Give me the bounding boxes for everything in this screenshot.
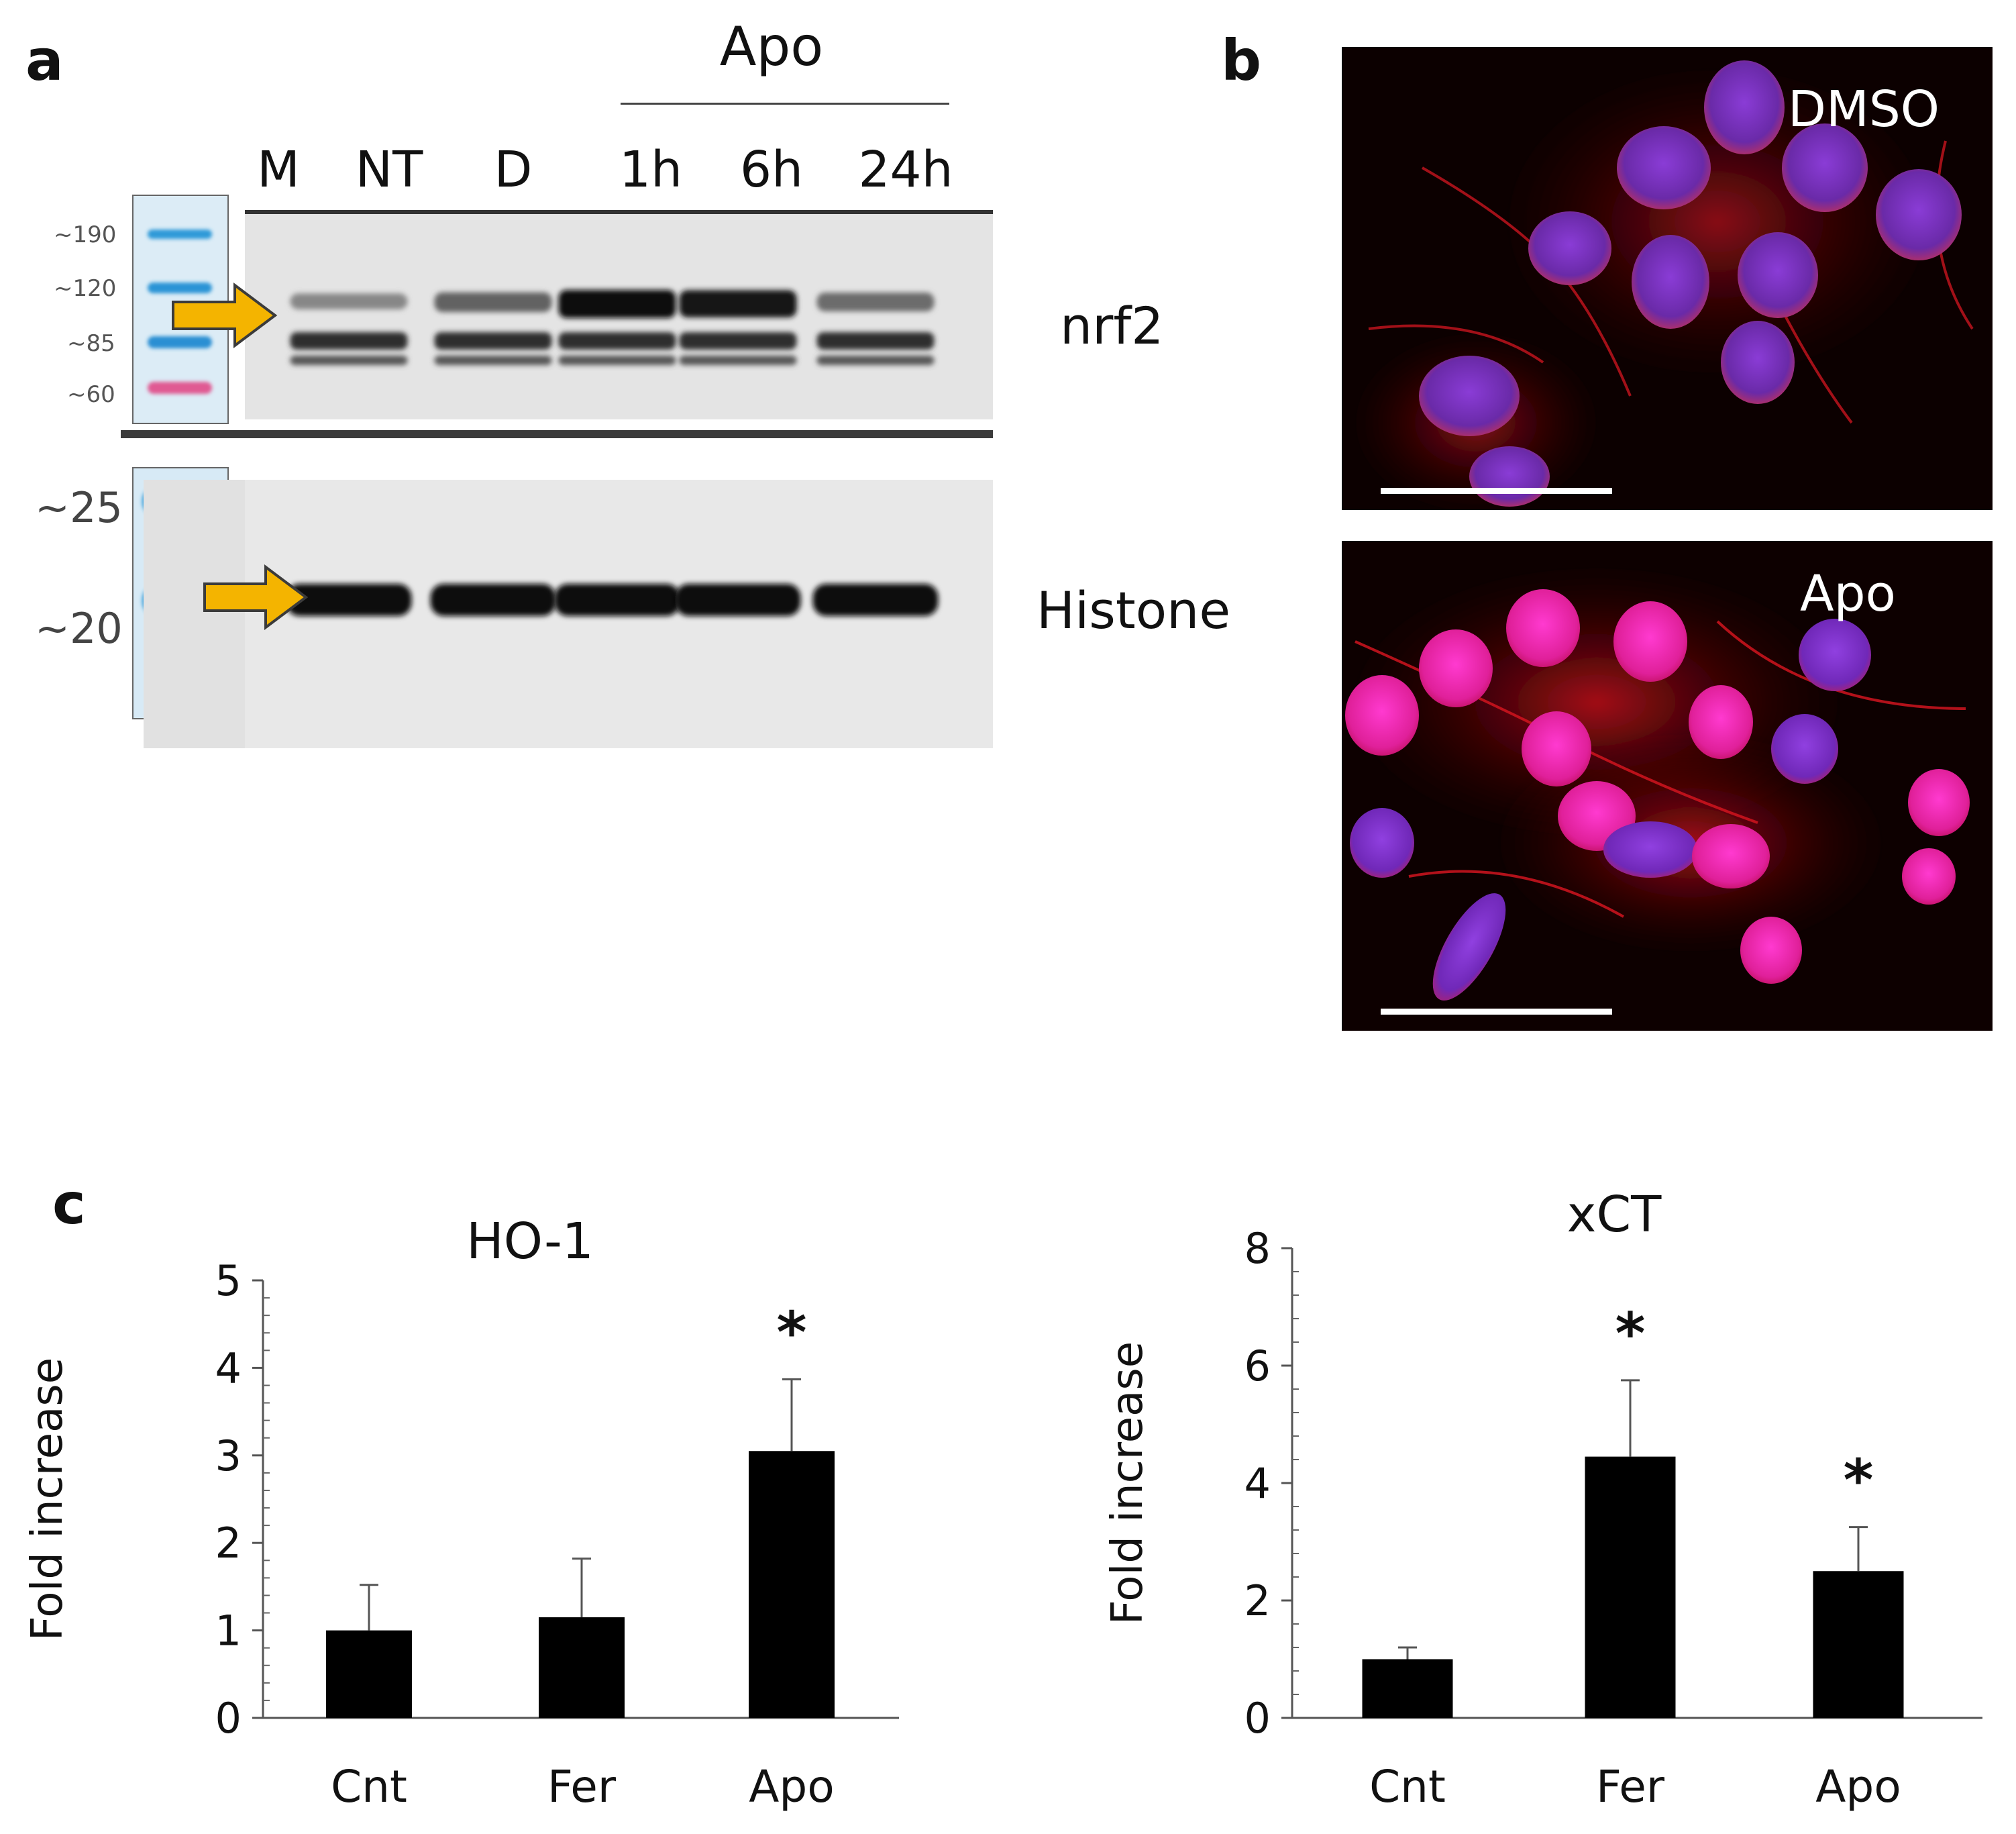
ladder-band-60: [148, 382, 212, 394]
lane-label-m: M: [257, 141, 300, 199]
bar: [1813, 1571, 1904, 1718]
treatment-group-bracket: [621, 103, 949, 105]
category-label: Cnt: [1369, 1761, 1446, 1813]
category-label: Apo: [1815, 1761, 1901, 1813]
significance-marker: *: [1844, 1447, 1874, 1515]
y-tick-label: 3: [215, 1431, 242, 1480]
chart-title: xCT: [1567, 1194, 1662, 1243]
nrf2-lower-band: [434, 332, 552, 350]
y-tick-label: 2: [1244, 1576, 1271, 1625]
nrf2-lower-band-2: [679, 356, 797, 365]
nrf2-bands: [290, 290, 935, 365]
category-label: Fer: [1596, 1761, 1665, 1813]
y-tick-label: 0: [1244, 1694, 1271, 1743]
nrf2-lower-band-2: [434, 356, 552, 365]
marker-label-85: ~85: [67, 330, 115, 357]
lane-label-6h: 6h: [740, 141, 803, 199]
bar: [1585, 1456, 1676, 1718]
chart-title: HO-1: [466, 1213, 594, 1270]
micrograph-dmso: [1342, 47, 1993, 510]
nrf2-lower-band: [816, 332, 935, 350]
bar: [1362, 1659, 1453, 1718]
histone-band: [675, 584, 801, 616]
nrf2-lower-band: [558, 332, 676, 350]
marker-label-20: ~20: [35, 604, 123, 653]
histone-band: [554, 584, 680, 616]
significance-marker: *: [1615, 1301, 1646, 1368]
y-tick-label: 4: [215, 1343, 242, 1392]
nrf2-lower-band: [679, 332, 797, 350]
micrograph-label-apo: Apo: [1800, 565, 1896, 623]
micrograph-label-dmso: DMSO: [1788, 81, 1940, 138]
y-tick-label: 5: [215, 1256, 242, 1305]
western-blot-image: [121, 195, 993, 748]
category-label: Fer: [547, 1761, 617, 1813]
bar: [749, 1451, 835, 1718]
y-axis-label: Fold increase: [23, 1358, 72, 1641]
ho1-chart: HO-1 Fold increase 0 1 2 3 4 5 Cnt Fer * Apo: [0, 1194, 973, 1834]
panel-label-a: a: [25, 28, 64, 93]
histone-arrow-icon: [203, 564, 309, 630]
nrf2-lower-band: [290, 332, 408, 350]
nrf2-lower-band-2: [290, 356, 408, 365]
nrf2-lower-band-2: [816, 356, 935, 365]
lane-label-nt: NT: [355, 141, 423, 199]
y-tick-label: 4: [1244, 1459, 1271, 1508]
scale-bar-apo: [1381, 1009, 1612, 1015]
category-label: Cnt: [331, 1761, 407, 1813]
nrf2-arrow-icon: [172, 283, 278, 348]
lane-label-d: D: [494, 141, 533, 199]
ladder-band-85: [148, 336, 212, 348]
histone-bands: [286, 584, 939, 616]
y-axis-label: Fold increase: [1103, 1341, 1153, 1625]
treatment-group-label: Apo: [719, 15, 824, 78]
nrf2-band: [558, 290, 676, 318]
y-tick-label: 1: [215, 1607, 242, 1655]
y-tick-label: 0: [215, 1694, 242, 1743]
marker-label-60: ~60: [67, 381, 115, 408]
nrf2-band: [290, 293, 408, 309]
nrf2-band: [816, 293, 935, 311]
nrf2-band: [434, 292, 552, 312]
panel-label-b: b: [1221, 28, 1262, 93]
significance-marker: *: [777, 1299, 807, 1366]
ladder-band-190: [148, 230, 212, 239]
histone-band: [430, 584, 556, 616]
y-tick-label: 6: [1244, 1341, 1271, 1390]
nrf2-band: [679, 290, 797, 317]
protein-label-histone: Histone: [1037, 580, 1231, 640]
xct-chart: xCT Fold increase 0 2 4 6 8 Cnt * Fer * Apo: [1040, 1186, 2016, 1834]
bar: [539, 1617, 625, 1718]
nrf2-lower-band-2: [558, 356, 676, 365]
panel-label-c: c: [52, 1171, 86, 1237]
scale-bar-dmso: [1381, 488, 1612, 494]
marker-label-190: ~190: [54, 221, 117, 248]
lane-label-24h: 24h: [858, 141, 953, 199]
histone-band: [286, 584, 412, 616]
protein-label-nrf2: nrf2: [1060, 296, 1164, 356]
lane-label-1h: 1h: [619, 141, 682, 199]
marker-label-120: ~120: [54, 275, 117, 302]
y-tick-label: 2: [215, 1519, 242, 1568]
ladder-band-120: [148, 283, 212, 293]
category-label: Apo: [749, 1761, 834, 1813]
histone-band: [812, 584, 939, 616]
y-tick-label: 8: [1244, 1224, 1271, 1273]
bar: [326, 1630, 412, 1718]
micrograph-apo: [1342, 541, 1993, 1031]
marker-label-25: ~25: [35, 483, 123, 532]
